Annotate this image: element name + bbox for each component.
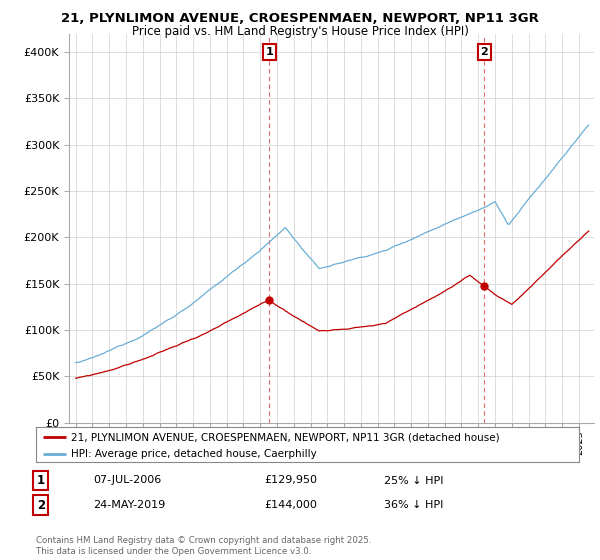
Text: 1: 1	[265, 47, 273, 57]
Text: £144,000: £144,000	[264, 500, 317, 510]
Text: 24-MAY-2019: 24-MAY-2019	[93, 500, 165, 510]
Text: 21, PLYNLIMON AVENUE, CROESPENMAEN, NEWPORT, NP11 3GR: 21, PLYNLIMON AVENUE, CROESPENMAEN, NEWP…	[61, 12, 539, 25]
Text: 25% ↓ HPI: 25% ↓ HPI	[384, 475, 443, 486]
Text: HPI: Average price, detached house, Caerphilly: HPI: Average price, detached house, Caer…	[71, 449, 317, 459]
Text: 2: 2	[37, 498, 45, 512]
Text: £129,950: £129,950	[264, 475, 317, 486]
Text: 1: 1	[37, 474, 45, 487]
Text: 36% ↓ HPI: 36% ↓ HPI	[384, 500, 443, 510]
Text: Contains HM Land Registry data © Crown copyright and database right 2025.
This d: Contains HM Land Registry data © Crown c…	[36, 536, 371, 556]
Text: 07-JUL-2006: 07-JUL-2006	[93, 475, 161, 486]
Text: 2: 2	[481, 47, 488, 57]
Text: 21, PLYNLIMON AVENUE, CROESPENMAEN, NEWPORT, NP11 3GR (detached house): 21, PLYNLIMON AVENUE, CROESPENMAEN, NEWP…	[71, 432, 500, 442]
Text: Price paid vs. HM Land Registry's House Price Index (HPI): Price paid vs. HM Land Registry's House …	[131, 25, 469, 38]
